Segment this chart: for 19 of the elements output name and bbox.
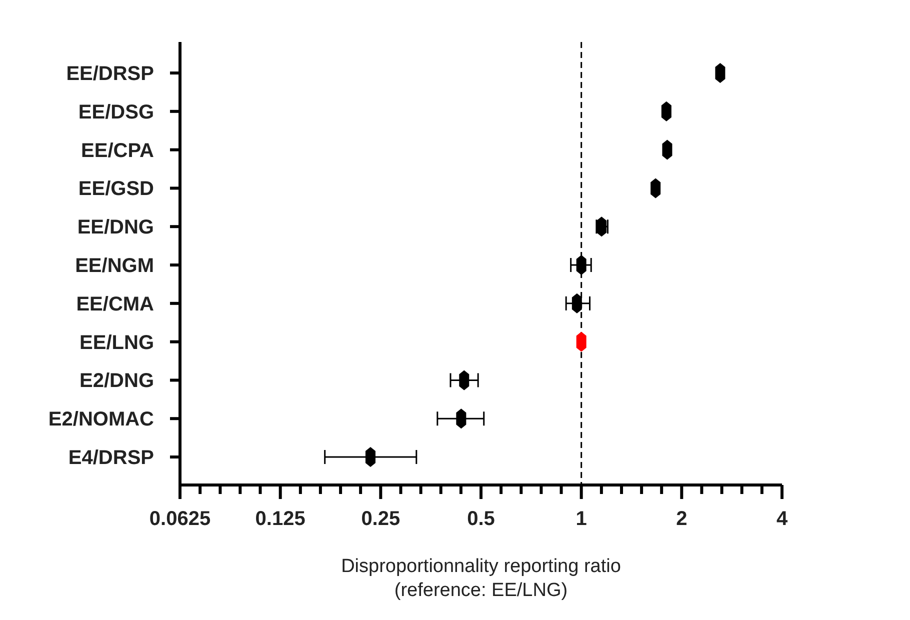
x-tick-label: 0.125 xyxy=(255,508,306,530)
y-tick-label: E2/DNG xyxy=(80,370,154,392)
x-tick-label: 0.0625 xyxy=(149,508,211,530)
y-tick-label: E4/DRSP xyxy=(68,447,154,469)
y-tick-label: EE/DRSP xyxy=(66,63,154,85)
y-tick-label: EE/DSG xyxy=(78,101,154,124)
y-tick-label: EE/CMA xyxy=(76,293,154,316)
x-tick-label: 1 xyxy=(576,508,587,530)
x-tick-label: 0.25 xyxy=(361,508,400,530)
y-tick-label: EE/DNG xyxy=(77,216,154,239)
x-tick-label: 0.5 xyxy=(467,508,495,530)
y-tick-label: EE/GSD xyxy=(78,178,154,200)
x-axis-title: Disproportionnality reporting ratio (reference: EE/LNG) xyxy=(341,556,621,601)
y-tick-label: E2/NOMAC xyxy=(48,408,154,431)
x-tick-label: 2 xyxy=(676,508,688,530)
x-tick-label: 4 xyxy=(776,508,788,530)
y-tick-label: EE/NGM xyxy=(75,255,154,277)
y-tick-label: EE/LNG xyxy=(80,332,154,354)
y-tick-label: EE/CPA xyxy=(81,140,154,162)
